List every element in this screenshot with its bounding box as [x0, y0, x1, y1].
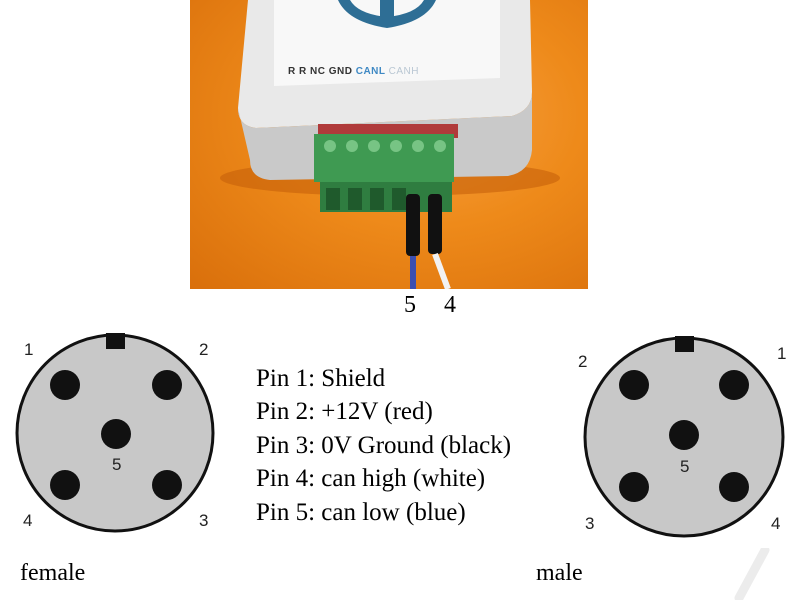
pin-5 — [669, 420, 699, 450]
key-notch — [106, 333, 125, 349]
pin-4 — [50, 470, 80, 500]
male-caption: male — [536, 560, 583, 586]
anchor-icon — [338, 0, 436, 28]
male-pin-label-1: 1 — [777, 344, 787, 363]
legend-item-pin-3: Pin 3: 0V Ground (black) — [256, 431, 512, 459]
device-photo: R R NC GND CANL CANH — [190, 0, 588, 289]
female-pin-label-3: 3 — [199, 511, 209, 530]
male-pin-label-3: 3 — [585, 514, 595, 533]
female-pin-label-4: 4 — [23, 511, 33, 530]
wire-number-5: 5 — [404, 292, 416, 318]
device-illustration — [220, 0, 560, 289]
pin-2 — [152, 370, 182, 400]
legend-item-pin-1: Pin 1: Shield — [256, 365, 386, 392]
legend-item-pin-4: Pin 4: can high (white) — [256, 465, 486, 493]
female-pin-label-5: 5 — [112, 455, 122, 474]
male-pin-label-4: 4 — [771, 514, 781, 533]
male-pin-label-2: 2 — [578, 352, 588, 371]
male-pin-label-5: 5 — [680, 457, 690, 476]
device-terminal-labels: R R NC GND CANL CANH — [288, 66, 419, 77]
female-connector — [15, 333, 215, 533]
watermark-stroke — [734, 548, 770, 600]
terminal-label-canl: CANL — [355, 66, 386, 77]
male-connector — [583, 336, 785, 538]
pin-3 — [619, 472, 649, 502]
pin-4 — [719, 472, 749, 502]
pin-5 — [101, 419, 131, 449]
legend-item-pin-2: Pin 2: +12V (red) — [256, 398, 433, 426]
pin-legend: Pin 1: Shield Pin 2: +12V (red) Pin 3: 0… — [256, 362, 511, 529]
wire-number-4: 4 — [444, 292, 456, 318]
pin-1 — [50, 370, 80, 400]
female-caption: female — [20, 560, 86, 586]
key-notch — [675, 336, 694, 352]
pin-1 — [719, 370, 749, 400]
terminal-label-left: R R NC GND — [288, 66, 353, 77]
pin-3 — [152, 470, 182, 500]
terminal-label-canh: CANH — [388, 66, 419, 77]
female-pin-label-2: 2 — [199, 340, 209, 359]
pin-2 — [619, 370, 649, 400]
female-pin-label-1: 1 — [24, 340, 34, 359]
legend-item-pin-5: Pin 5: can low (blue) — [256, 498, 466, 526]
